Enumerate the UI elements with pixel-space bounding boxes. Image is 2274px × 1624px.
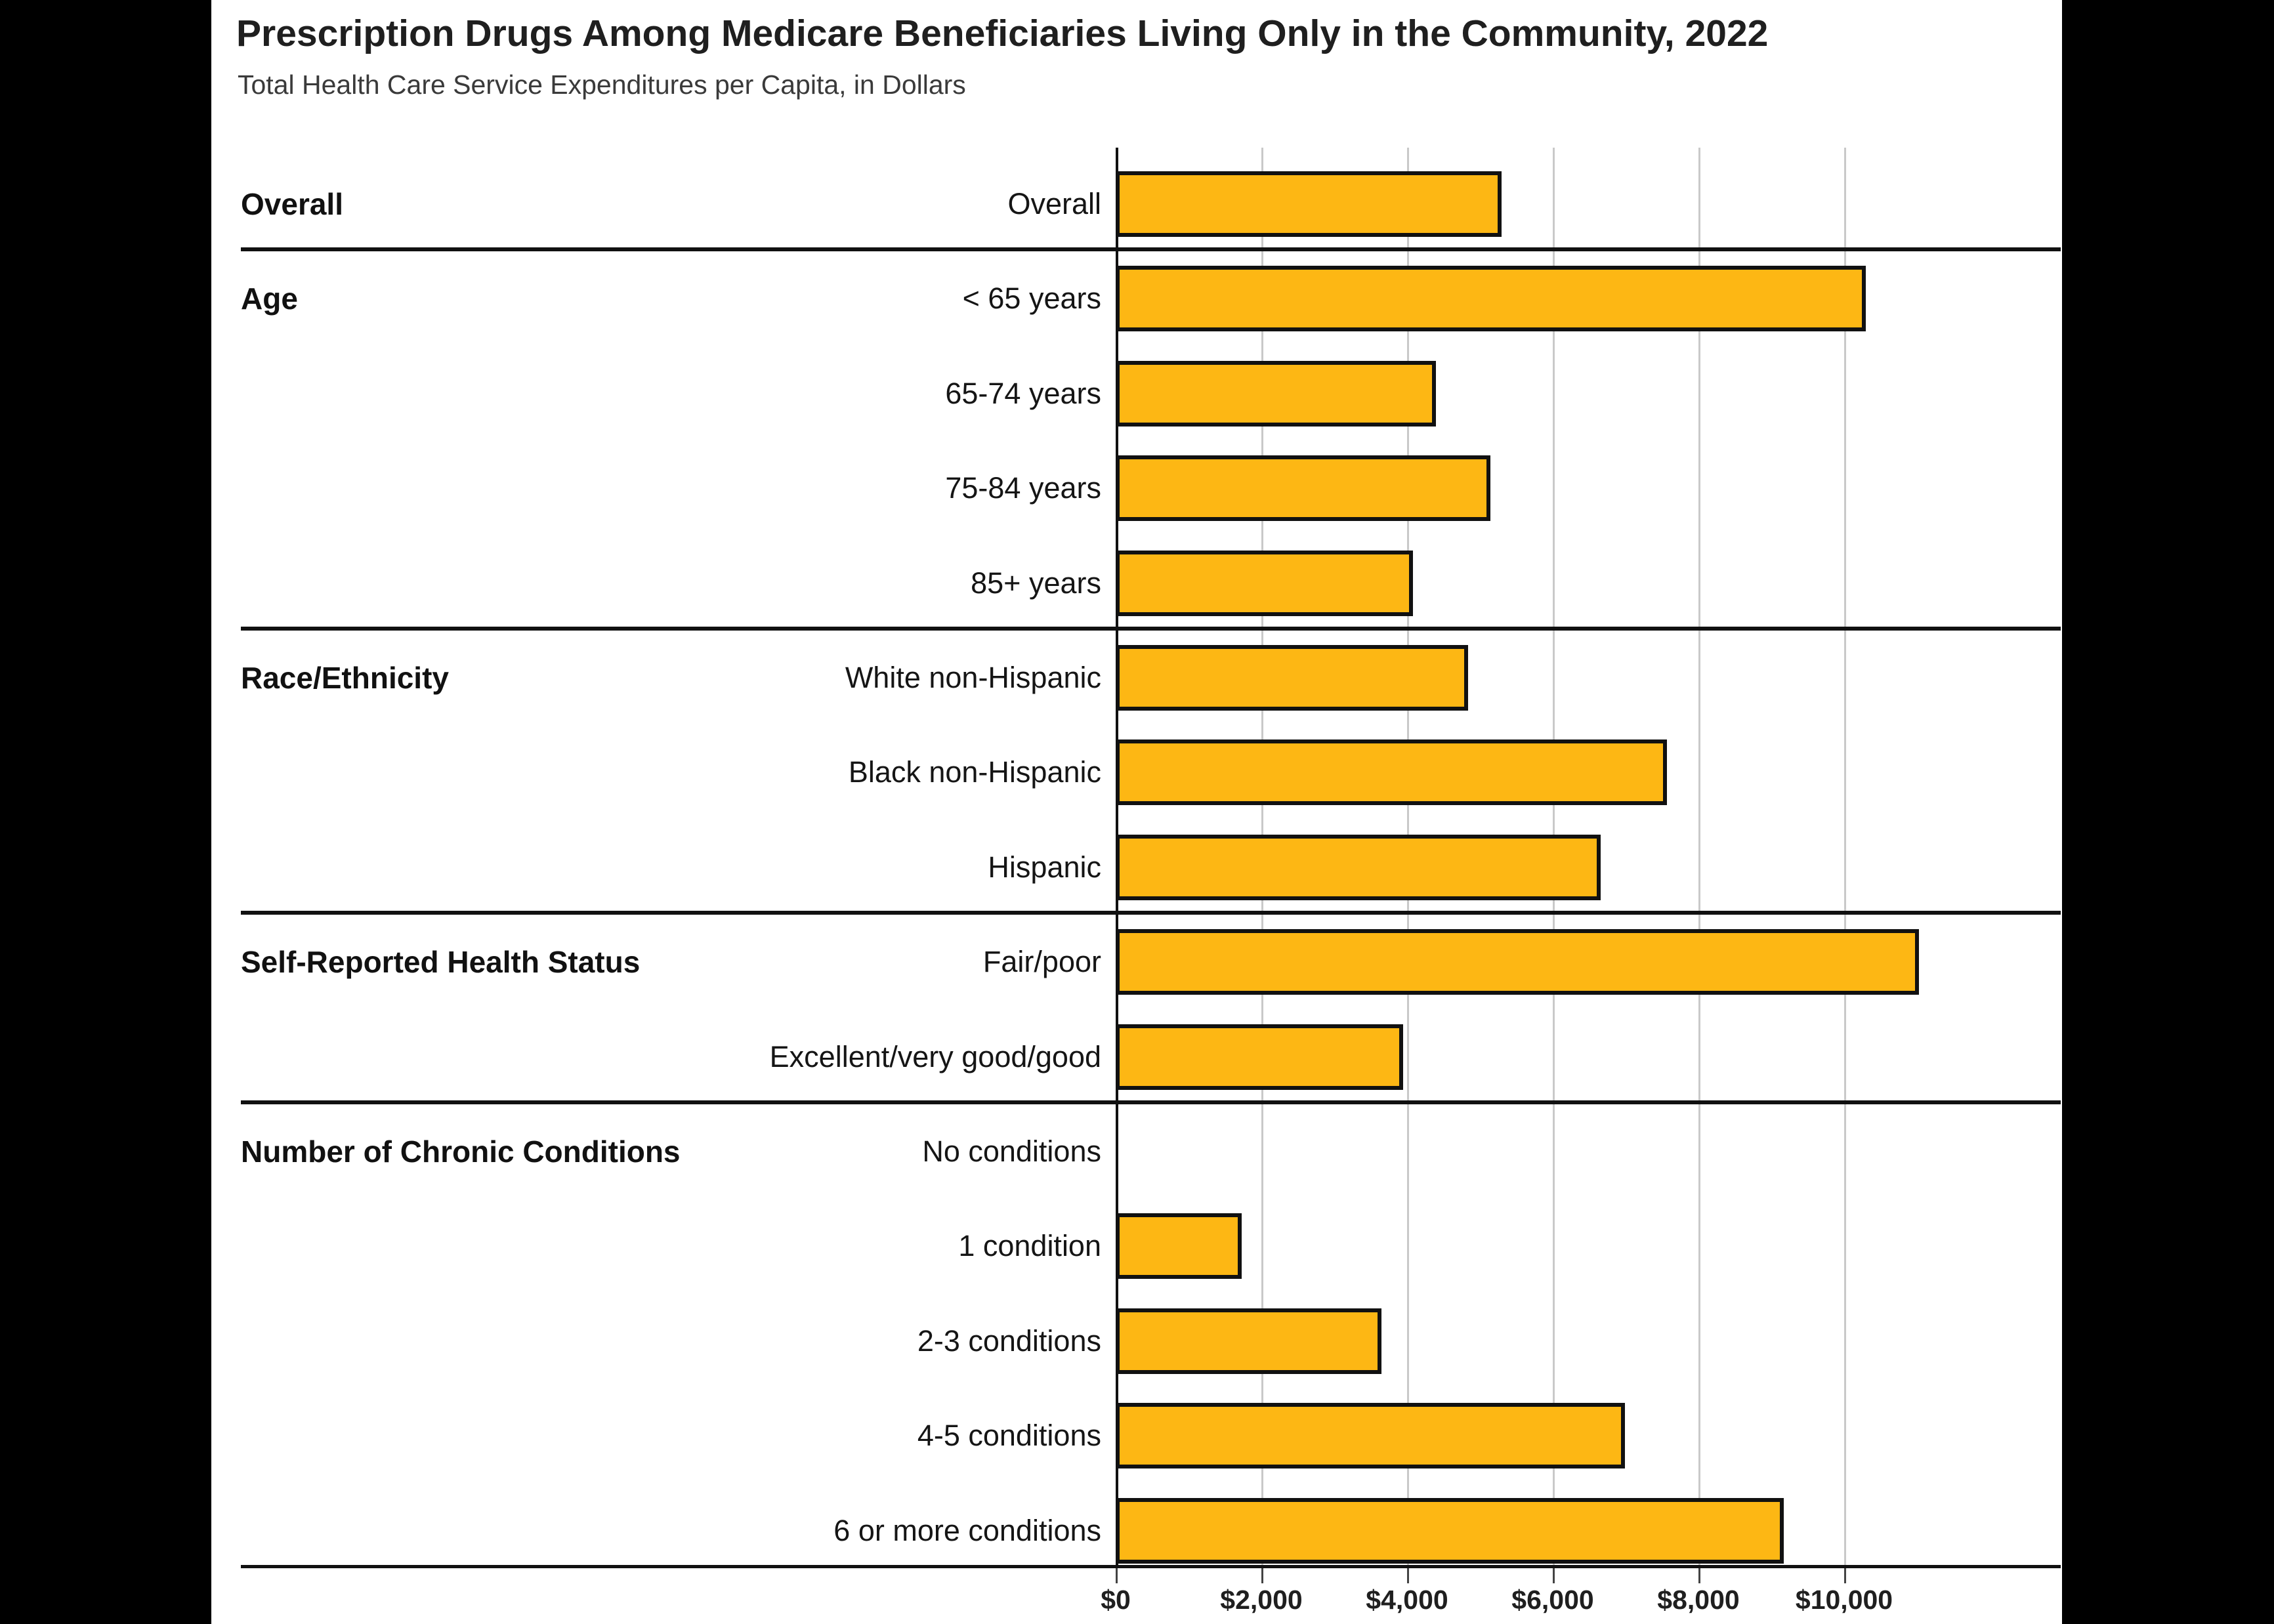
bar xyxy=(1116,1213,1242,1279)
bar xyxy=(1116,929,1919,995)
bar-label: Overall xyxy=(1007,187,1101,220)
x-axis-tick xyxy=(1261,1565,1263,1583)
x-axis-tick-label: $0 xyxy=(1101,1585,1131,1615)
bar xyxy=(1116,1403,1625,1468)
category-header: Overall xyxy=(241,187,343,221)
x-axis-tick xyxy=(1553,1565,1555,1583)
bar-label: 65-74 years xyxy=(945,377,1101,410)
x-axis-tick xyxy=(1698,1565,1700,1583)
x-axis-tick-label: $6,000 xyxy=(1511,1585,1594,1615)
letterbox-left xyxy=(0,0,211,1624)
x-axis-line xyxy=(241,1565,2061,1568)
x-axis-tick-label: $4,000 xyxy=(1366,1585,1448,1615)
x-axis-tick-label: $10,000 xyxy=(1795,1585,1893,1615)
bar-label: No conditions xyxy=(922,1135,1101,1168)
bar-label: Hispanic xyxy=(988,850,1101,884)
bar xyxy=(1116,266,1866,331)
bar-label: 2-3 conditions xyxy=(917,1324,1101,1358)
x-axis-tick xyxy=(1116,1565,1118,1583)
bar xyxy=(1116,739,1667,805)
bar-label: Black non-Hispanic xyxy=(848,755,1101,789)
bar-label: Fair/poor xyxy=(982,945,1101,978)
gridline xyxy=(1844,148,1846,1565)
section-divider xyxy=(241,911,2061,915)
bar xyxy=(1116,1308,1381,1374)
x-axis-tick xyxy=(1844,1565,1846,1583)
category-header: Age xyxy=(241,281,298,316)
bar-label: 75-84 years xyxy=(945,471,1101,505)
gridline xyxy=(1698,148,1700,1565)
bar-label: 4-5 conditions xyxy=(917,1419,1101,1452)
bar xyxy=(1116,171,1502,237)
chart-canvas: Prescription Drugs Among Medicare Benefi… xyxy=(211,0,2062,1624)
category-header: Number of Chronic Conditions xyxy=(241,1135,681,1169)
chart-subtitle: Total Health Care Service Expenditures p… xyxy=(238,70,966,100)
bar xyxy=(1116,361,1436,427)
bar xyxy=(1116,551,1413,616)
bar-label: < 65 years xyxy=(962,281,1101,315)
section-divider xyxy=(241,1100,2061,1104)
bar-label: 85+ years xyxy=(971,566,1101,600)
letterbox-right xyxy=(2062,0,2274,1624)
chart-title: Prescription Drugs Among Medicare Benefi… xyxy=(236,12,1769,54)
x-axis-tick xyxy=(1407,1565,1409,1583)
bar xyxy=(1116,645,1468,711)
bar-label: White non-Hispanic xyxy=(845,661,1101,694)
bar xyxy=(1116,1498,1784,1564)
bar-label: 1 condition xyxy=(958,1229,1101,1262)
x-axis-tick-label: $8,000 xyxy=(1657,1585,1740,1615)
category-header: Self-Reported Health Status xyxy=(241,945,641,979)
bar xyxy=(1116,455,1490,521)
bar-label: Excellent/very good/good xyxy=(769,1040,1101,1073)
category-header: Race/Ethnicity xyxy=(241,661,449,695)
x-axis-tick-label: $2,000 xyxy=(1220,1585,1303,1615)
section-divider xyxy=(241,627,2061,631)
section-divider xyxy=(241,247,2061,251)
bar-label: 6 or more conditions xyxy=(833,1514,1101,1547)
bar xyxy=(1116,835,1601,900)
bar xyxy=(1116,1024,1403,1090)
